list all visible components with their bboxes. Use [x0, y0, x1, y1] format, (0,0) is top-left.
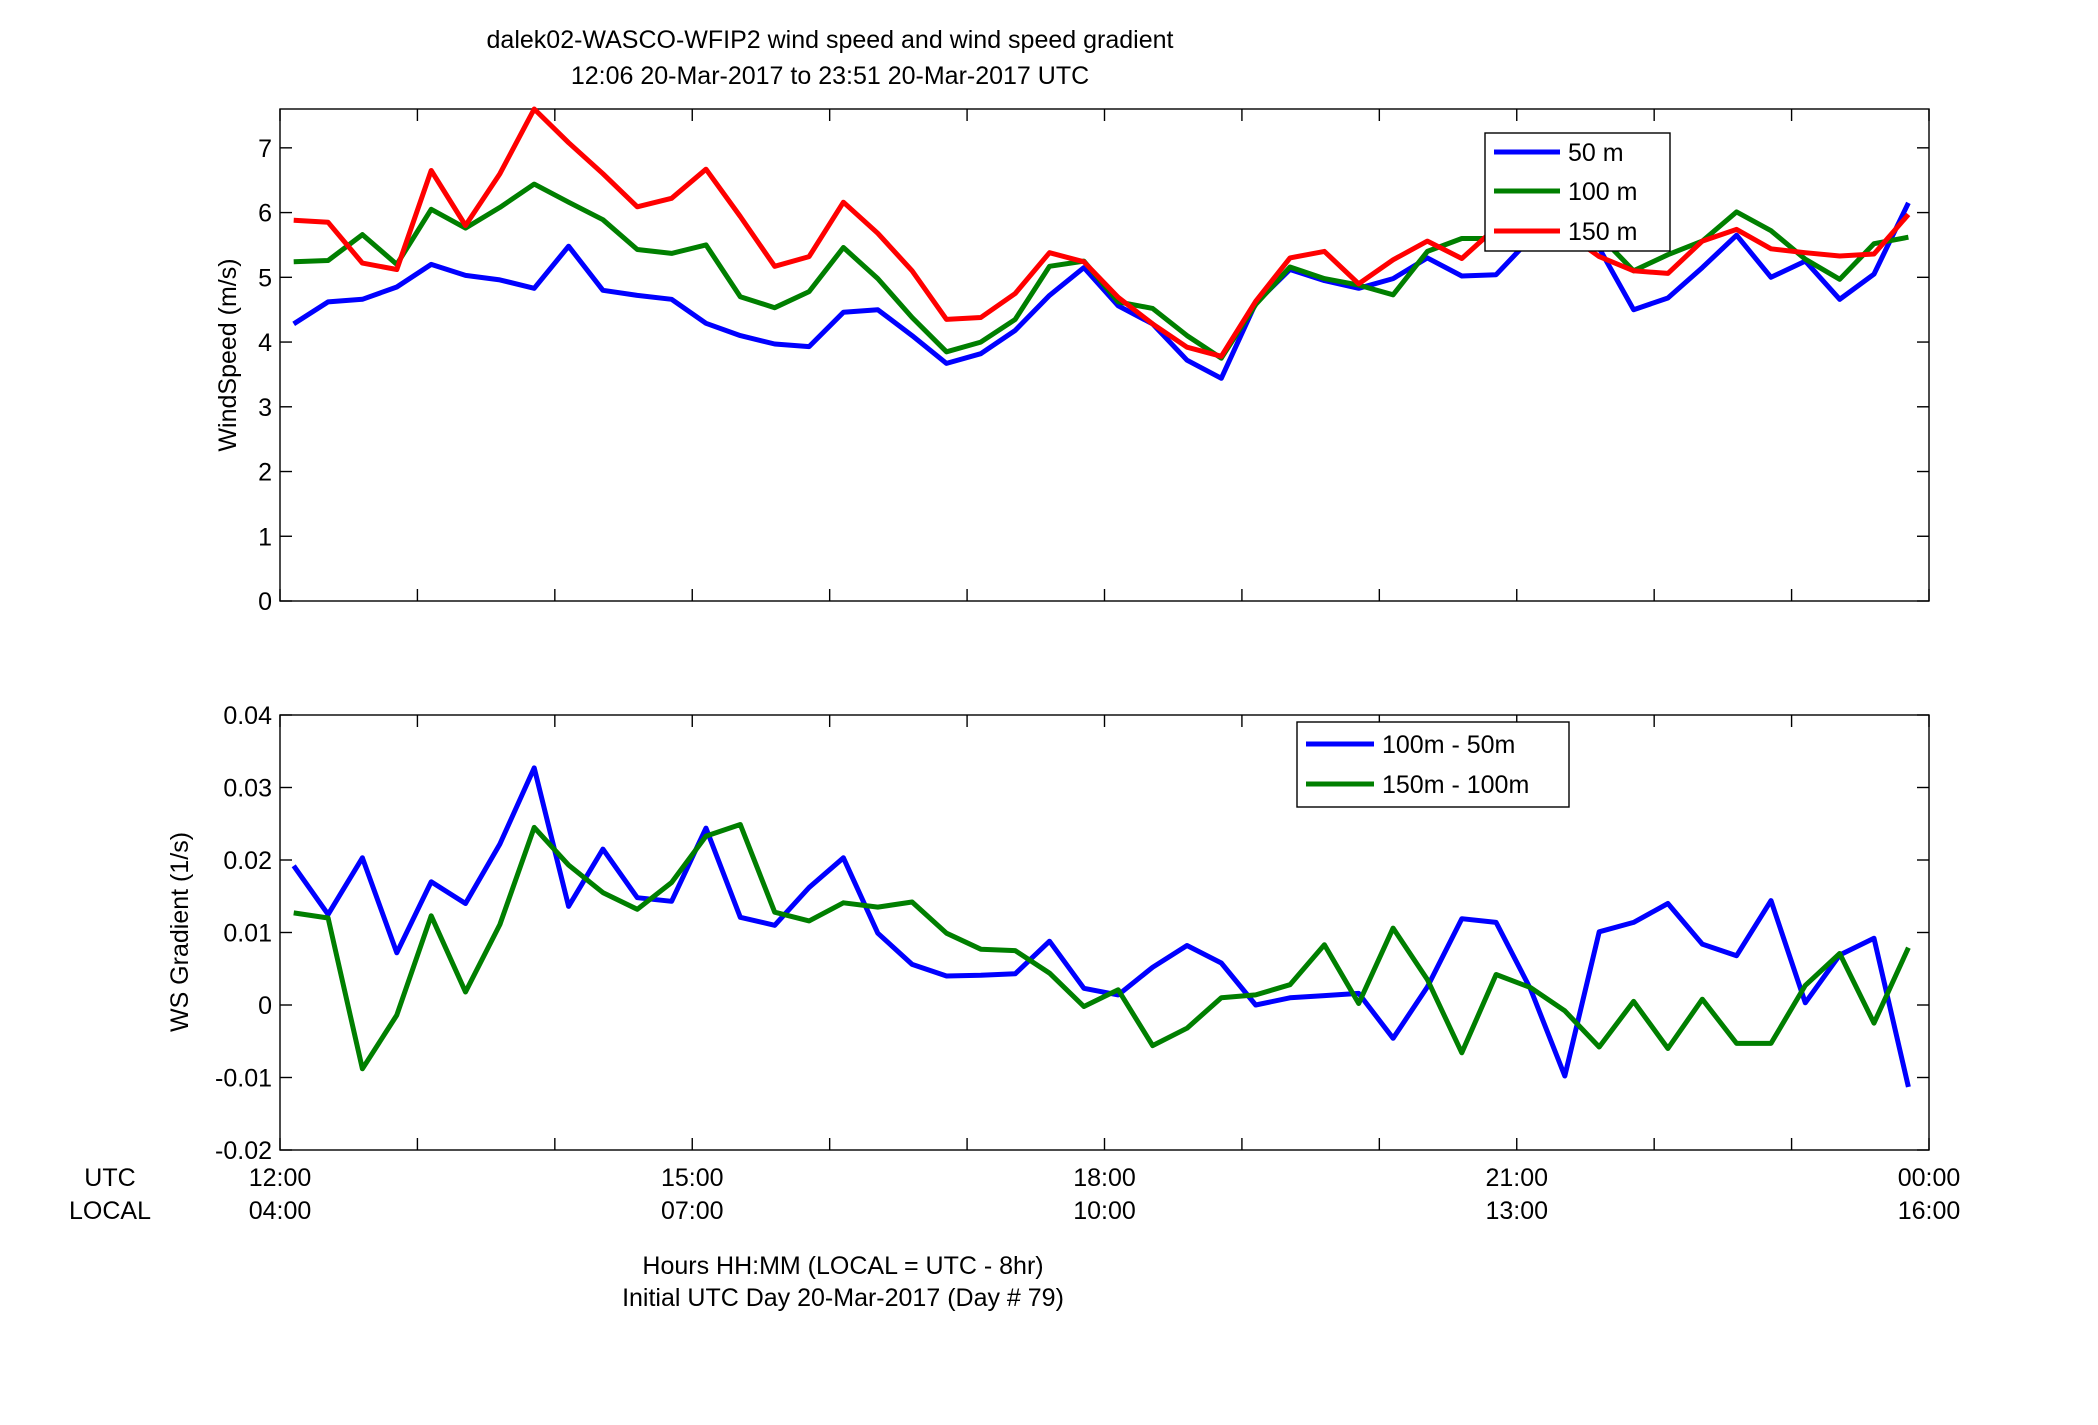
gradient-y-tick-label: 0.02: [223, 847, 272, 875]
gradient-y-tick-label: 0.01: [223, 920, 272, 948]
series-line-100m-50m: [291, 765, 1911, 1088]
windspeed-y-tick-label: 4: [258, 329, 272, 357]
windspeed-y-tick-label: 2: [258, 459, 272, 487]
windspeed-panel: 0 1 2 3 4 5 6 7 WindSpeed (m/s) 50 m 100 m 150 …: [214, 106, 1930, 616]
x-tick-label-local: 07:00: [661, 1197, 724, 1225]
gradient-y-tick-label: 0.04: [223, 702, 272, 730]
windspeed-y-axis-label: WindSpeed (m/s): [214, 258, 242, 451]
x-tick-labels: 12:00 04:00 15:00 07:00 18:00 10:00 21:00 13:00…: [249, 1164, 1961, 1225]
x-tick-label-local: 10:00: [1073, 1197, 1136, 1225]
gradient-legend-box: [1296, 721, 1570, 808]
gradient-panel: -0.02 -0.01 0 0.01 0.02 0.03 0.04 WS Gradient …: [166, 702, 1930, 1165]
windspeed-y-tick-label: 1: [258, 523, 272, 551]
legend-label-100m-50m: 100m - 50m: [1382, 731, 1515, 759]
windspeed-y-tick-label: 5: [258, 264, 272, 292]
series-line-150m: [293, 106, 1911, 359]
x-tick-label-utc: 21:00: [1485, 1164, 1548, 1192]
x-axis-label: Hours HH:MM (LOCAL = UTC - 8hr): [642, 1252, 1043, 1280]
x-tick-label-utc: 00:00: [1898, 1164, 1961, 1192]
legend-label-50m: 50 m: [1568, 139, 1624, 167]
windspeed-y-ticks: 0 1 2 3 4 5 6 7: [258, 135, 1929, 616]
x-tick-label-local: 13:00: [1485, 1197, 1548, 1225]
local-row-label: LOCAL: [69, 1197, 151, 1225]
series-line-50m: [292, 201, 1911, 381]
windspeed-series-lines: [292, 106, 1911, 381]
x-axis-sublabel: Initial UTC Day 20-Mar-2017 (Day # 79): [622, 1284, 1064, 1312]
x-tick-label-utc: 12:00: [249, 1164, 312, 1192]
gradient-series-lines: [291, 765, 1911, 1088]
figure-title: dalek02-WASCO-WFIP2 wind speed and wind …: [487, 26, 1174, 54]
windspeed-y-tick-label: 7: [258, 135, 272, 163]
windspeed-legend: 50 m 100 m 150 m: [1484, 132, 1671, 252]
windspeed-y-tick-label: 6: [258, 200, 272, 228]
gradient-legend: 100m - 50m 150m - 100m: [1296, 721, 1570, 808]
series-line-150m-100m: [293, 822, 1911, 1072]
x-tick-label-local: 16:00: [1898, 1197, 1961, 1225]
gradient-y-tick-label: -0.02: [215, 1137, 272, 1165]
gradient-y-tick-label: 0.03: [223, 775, 272, 803]
gradient-y-tick-label: 0: [258, 992, 272, 1020]
windspeed-x-ticks: [279, 109, 1930, 601]
windspeed-y-tick-label: 0: [258, 588, 272, 616]
x-tick-label-local: 04:00: [249, 1197, 312, 1225]
gradient-y-axis-label: WS Gradient (1/s): [166, 832, 194, 1032]
legend-label-150m: 150 m: [1568, 218, 1637, 246]
windspeed-y-tick-label: 3: [258, 394, 272, 422]
legend-label-100m: 100 m: [1568, 178, 1637, 206]
gradient-y-tick-label: -0.01: [215, 1065, 272, 1093]
x-tick-label-utc: 15:00: [661, 1164, 724, 1192]
legend-label-150m-100m: 150m - 100m: [1382, 771, 1529, 799]
utc-row-label: UTC: [84, 1164, 135, 1192]
figure-subtitle: 12:06 20-Mar-2017 to 23:51 20-Mar-2017 U…: [571, 62, 1089, 90]
x-tick-label-utc: 18:00: [1073, 1164, 1136, 1192]
gradient-y-ticks: -0.02 -0.01 0 0.01 0.02 0.03 0.04: [215, 702, 1929, 1165]
